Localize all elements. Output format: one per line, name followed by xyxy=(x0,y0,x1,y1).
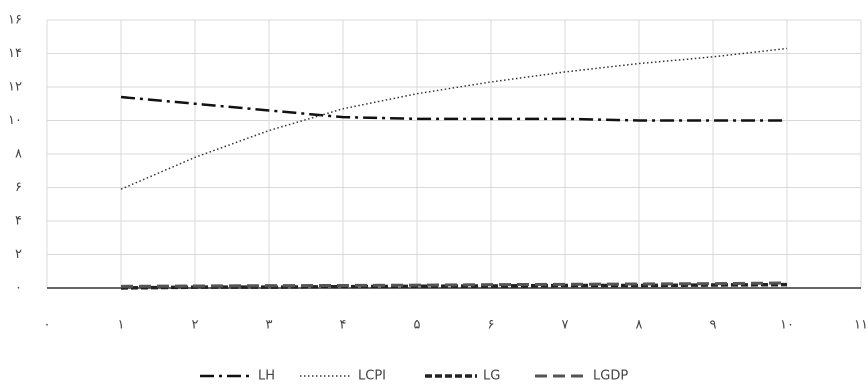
chart: ۰۱۲۳۴۵۶۷۸۹۱۰۱۱۰۲۴۶۸۱۰۱۲۱۴۱۶LHLCPILGLGDP xyxy=(0,0,868,388)
x-tick-label: ۳ xyxy=(266,318,273,333)
x-tick-label: ۱ xyxy=(118,318,125,333)
legend-label: LCPI xyxy=(358,369,386,384)
y-tick-label: ۰ xyxy=(15,281,22,296)
x-tick-label: ۰ xyxy=(44,318,51,333)
y-tick-label: ۱۲ xyxy=(8,80,22,95)
x-tick-label: ۲ xyxy=(192,318,199,333)
y-tick-label: ۱۰ xyxy=(8,113,22,128)
y-tick-label: ۲ xyxy=(15,247,22,262)
x-tick-label: ۱۰ xyxy=(780,318,794,333)
legend-label: LGDP xyxy=(593,369,628,384)
y-tick-label: ۸ xyxy=(15,147,22,162)
y-tick-label: ۱۶ xyxy=(8,13,22,28)
y-tick-label: ۶ xyxy=(15,180,22,195)
x-tick-label: ۸ xyxy=(636,318,643,333)
x-tick-label: ۶ xyxy=(488,318,495,333)
y-tick-label: ۱۴ xyxy=(8,46,22,61)
series-line xyxy=(121,97,787,120)
y-tick-label: ۴ xyxy=(15,214,22,229)
x-tick-label: ۵ xyxy=(414,318,421,333)
legend-label: LH xyxy=(258,369,275,384)
x-tick-label: ۴ xyxy=(340,318,347,333)
x-tick-label: ۱۱ xyxy=(854,318,868,333)
x-tick-label: ۷ xyxy=(562,318,569,333)
legend-label: LG xyxy=(483,369,500,384)
x-tick-label: ۹ xyxy=(710,318,717,333)
